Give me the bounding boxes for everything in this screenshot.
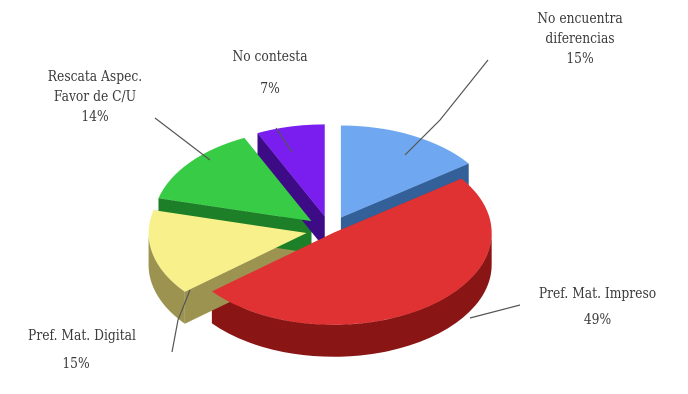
label-no-contesta-value: 7% (260, 79, 280, 97)
label-rescata: Rescata Aspec. Favor de C/U 14% (34, 66, 157, 126)
label-no-encuentra-line2: diferencias (545, 29, 615, 47)
leader-line-no-contesta (275, 127, 293, 153)
label-no-encuentra: No encuentra diferencias 15% (514, 8, 645, 68)
label-impreso-value: 49% (583, 310, 612, 328)
pie-slice-impreso (211, 178, 492, 325)
pie-slice-wall-impreso (211, 232, 492, 357)
pie-slice-no-contesta (257, 124, 325, 217)
label-impreso: Pref. Mat. Impreso 49% (530, 283, 665, 329)
pie-slice-tops (148, 124, 492, 325)
leader-line-digital (171, 289, 191, 353)
label-rescata-line1: Rescata Aspec. (47, 67, 143, 85)
label-no-contesta: No contesta 7% (225, 46, 315, 98)
label-rescata-value: 14% (81, 107, 109, 125)
label-no-encuentra-line1: No encuentra (537, 9, 623, 27)
leader-line-rescata (154, 117, 211, 161)
label-impreso-line1: Pref. Mat. Impreso (538, 284, 657, 302)
label-digital-line1: Pref. Mat. Digital (28, 326, 136, 344)
label-no-encuentra-value: 15% (566, 49, 594, 67)
leader-lines (154, 59, 521, 353)
label-rescata-line2: Favor de C/U (53, 87, 137, 105)
leader-line-impreso (469, 304, 521, 319)
pie-slice-wall-digital (148, 233, 185, 324)
pie-slice-no-encuentra (340, 125, 469, 218)
pie-slice-digital (148, 210, 307, 292)
label-no-contesta-line1: No contesta (232, 47, 308, 65)
label-digital: Pref. Mat. Digital 15% (16, 325, 147, 373)
label-digital-value: 15% (62, 354, 90, 372)
pie-slice-rescata (158, 137, 312, 222)
leader-line-no-encuentra (404, 59, 489, 156)
